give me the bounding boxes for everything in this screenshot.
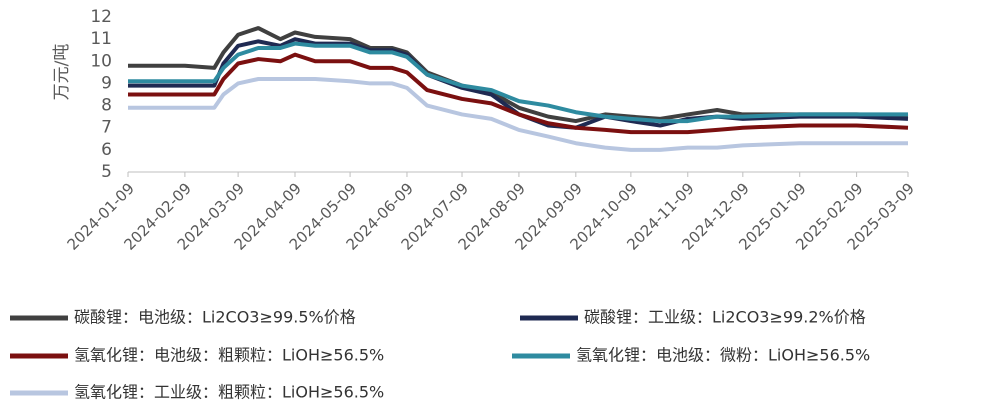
series-line — [128, 77, 908, 152]
y-tick-label: 12 — [90, 7, 112, 27]
y-tick-label: 10 — [90, 51, 112, 71]
legend-label: 氢氧化锂：电池级：粗颗粒：LiOH≥56.5% — [74, 346, 384, 365]
y-tick-label: 5 — [101, 162, 112, 182]
y-tick-label: 9 — [101, 73, 112, 93]
y-tick-label: 7 — [101, 118, 112, 138]
legend-label: 碳酸锂：电池级：Li2CO3≥99.5%价格 — [74, 308, 356, 327]
y-axis-label: 万元/吨 — [52, 44, 72, 101]
series-line — [128, 41, 908, 124]
legend-label: 氢氧化锂：电池级：微粉：LiOH≥56.5% — [576, 346, 870, 365]
legend-label: 碳酸锂：工业级：Li2CO3≥99.2%价格 — [584, 308, 866, 327]
series-line — [128, 26, 909, 124]
series-line — [128, 52, 909, 135]
legend-label: 氢氧化锂：工业级：粗颗粒：LiOH≥56.5% — [74, 383, 384, 402]
y-tick-label: 8 — [101, 96, 112, 116]
y-tick-label: 11 — [90, 29, 112, 49]
y-tick-label: 6 — [101, 140, 112, 160]
